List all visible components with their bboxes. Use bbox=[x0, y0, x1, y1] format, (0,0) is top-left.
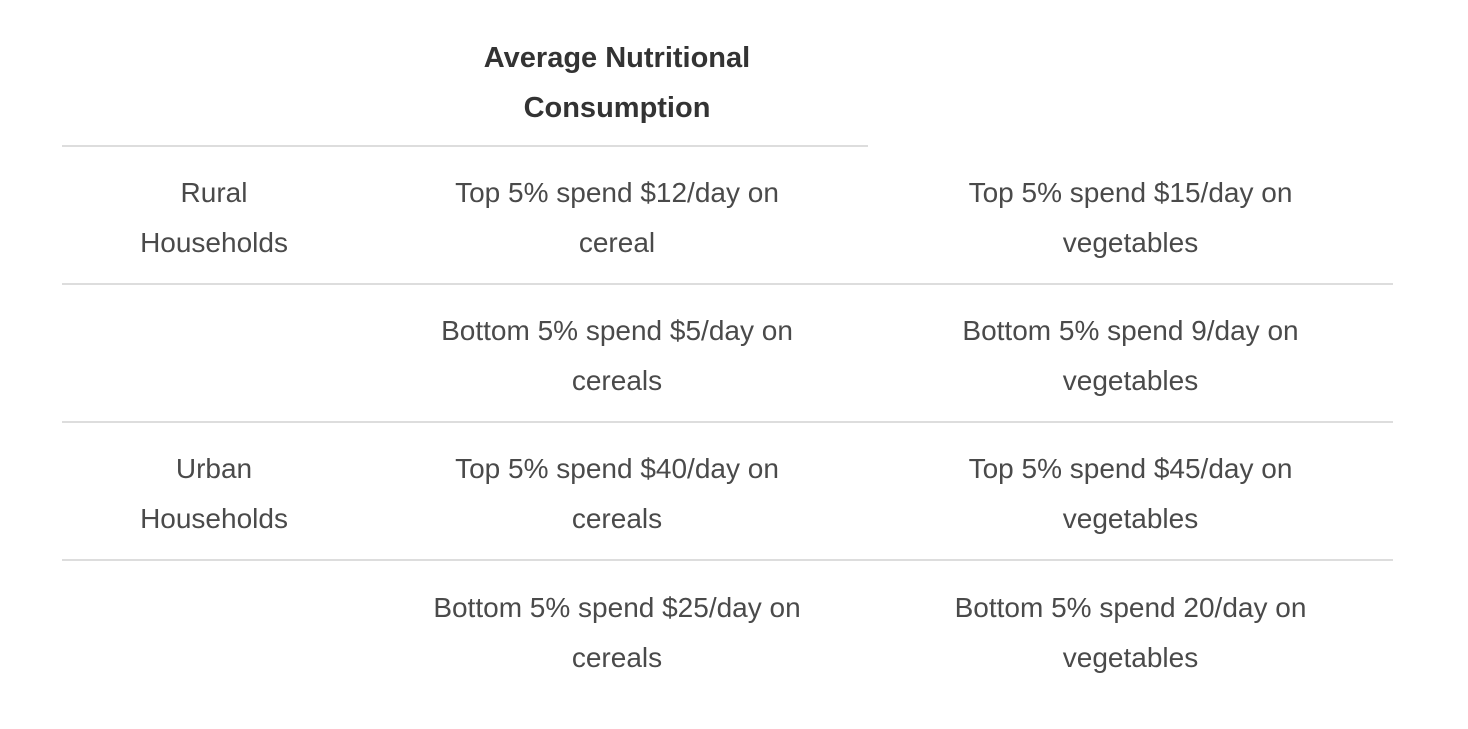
vegetable-value: Bottom 5% spend 20/day on vegetables bbox=[954, 592, 1307, 673]
cereal-value: Top 5% spend $12/day on cereal bbox=[455, 177, 779, 258]
header-cell-empty-right bbox=[868, 8, 1393, 147]
row-label-cell: Rural Households bbox=[62, 147, 366, 285]
table-row-rural-bottom: Bottom 5% spend $5/day on cereals Bottom… bbox=[62, 285, 1393, 423]
cereal-value: Bottom 5% spend $25/day on cereals bbox=[433, 592, 801, 673]
row-label-cell: Urban Households bbox=[62, 423, 366, 561]
row-label-cell bbox=[62, 561, 366, 699]
table-row-urban-top: Urban Households Top 5% spend $40/day on… bbox=[62, 423, 1393, 561]
header-cell-row-labels bbox=[62, 8, 366, 147]
cereal-value: Bottom 5% spend $5/day on cereals bbox=[441, 315, 793, 396]
vegetable-value: Top 5% spend $15/day on vegetables bbox=[968, 177, 1293, 258]
table-row-rural-top: Rural Households Top 5% spend $12/day on… bbox=[62, 147, 1393, 285]
nutrition-consumption-table: Average Nutritional Consumption Rural Ho… bbox=[62, 8, 1393, 699]
table-header-row: Average Nutritional Consumption bbox=[62, 8, 1393, 147]
vegetable-value-cell: Bottom 5% spend 20/day on vegetables bbox=[868, 561, 1393, 699]
cereal-value-cell: Top 5% spend $12/day on cereal bbox=[366, 147, 868, 285]
cereal-value-cell: Bottom 5% spend $5/day on cereals bbox=[366, 285, 868, 423]
vegetable-value-cell: Top 5% spend $15/day on vegetables bbox=[868, 147, 1393, 285]
row-label: Rural Households bbox=[140, 177, 288, 258]
row-label: Urban Households bbox=[140, 453, 288, 534]
table-title: Average Nutritional Consumption bbox=[483, 41, 751, 124]
vegetable-value-cell: Top 5% spend $45/day on vegetables bbox=[868, 423, 1393, 561]
vegetable-value: Bottom 5% spend 9/day on vegetables bbox=[962, 315, 1299, 396]
cereal-value: Top 5% spend $40/day on cereals bbox=[455, 453, 779, 534]
row-label-cell bbox=[62, 285, 366, 423]
vegetable-value: Top 5% spend $45/day on vegetables bbox=[968, 453, 1293, 534]
cereal-value-cell: Top 5% spend $40/day on cereals bbox=[366, 423, 868, 561]
table-row-urban-bottom: Bottom 5% spend $25/day on cereals Botto… bbox=[62, 561, 1393, 699]
vegetable-value-cell: Bottom 5% spend 9/day on vegetables bbox=[868, 285, 1393, 423]
cereal-value-cell: Bottom 5% spend $25/day on cereals bbox=[366, 561, 868, 699]
header-cell-title: Average Nutritional Consumption bbox=[366, 8, 868, 147]
